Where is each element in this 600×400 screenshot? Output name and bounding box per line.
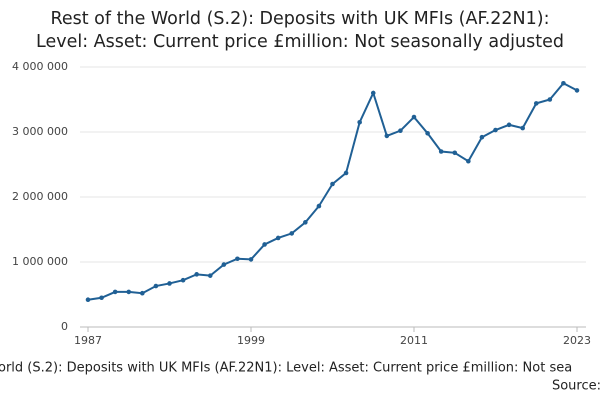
point	[303, 220, 308, 225]
point	[126, 289, 132, 295]
point	[452, 150, 458, 156]
x-tick-label: 1987	[74, 334, 102, 347]
y-tick-label: 2 000 000	[12, 190, 68, 203]
point	[153, 283, 159, 289]
chart-title: Rest of the World (S.2): Deposits with U…	[51, 9, 550, 29]
point	[275, 235, 281, 241]
point	[466, 158, 471, 164]
point	[330, 181, 335, 187]
point	[479, 134, 485, 140]
y-tick-label: 0	[61, 320, 68, 333]
point	[289, 231, 295, 236]
line	[87, 81, 578, 301]
point	[561, 80, 566, 86]
point	[384, 133, 390, 139]
point	[343, 170, 349, 176]
point	[112, 289, 118, 295]
footer: orld (S.2): Deposits with UK MFIs (AF.22…	[0, 361, 572, 376]
point	[221, 262, 227, 267]
point	[99, 295, 104, 301]
point	[207, 273, 213, 278]
point	[398, 128, 403, 133]
source: Source:	[552, 379, 600, 394]
point	[425, 131, 430, 136]
point	[262, 242, 267, 247]
y-tick-label: 3 000 000	[12, 125, 68, 138]
point	[316, 203, 322, 209]
point	[85, 297, 91, 303]
chart-title: Level: Asset: Current price £million: No…	[36, 32, 564, 52]
point	[411, 114, 417, 120]
point	[493, 127, 498, 133]
x-tick-label: 2023	[563, 334, 591, 347]
x-tick-label: 1999	[237, 334, 265, 347]
point	[506, 122, 512, 128]
point	[194, 272, 199, 277]
point	[140, 290, 145, 296]
point	[357, 119, 362, 125]
y-tick-label: 1 000 000	[12, 255, 68, 268]
point	[180, 277, 186, 283]
point	[370, 90, 376, 96]
point	[520, 125, 525, 131]
x-tick-label: 2011	[400, 334, 428, 347]
point	[533, 101, 539, 106]
point	[574, 88, 580, 93]
point	[248, 257, 254, 262]
y-tick-label: 4 000 000	[12, 60, 68, 73]
point	[547, 97, 553, 102]
point	[167, 281, 172, 286]
point	[235, 256, 240, 262]
point	[438, 149, 444, 154]
